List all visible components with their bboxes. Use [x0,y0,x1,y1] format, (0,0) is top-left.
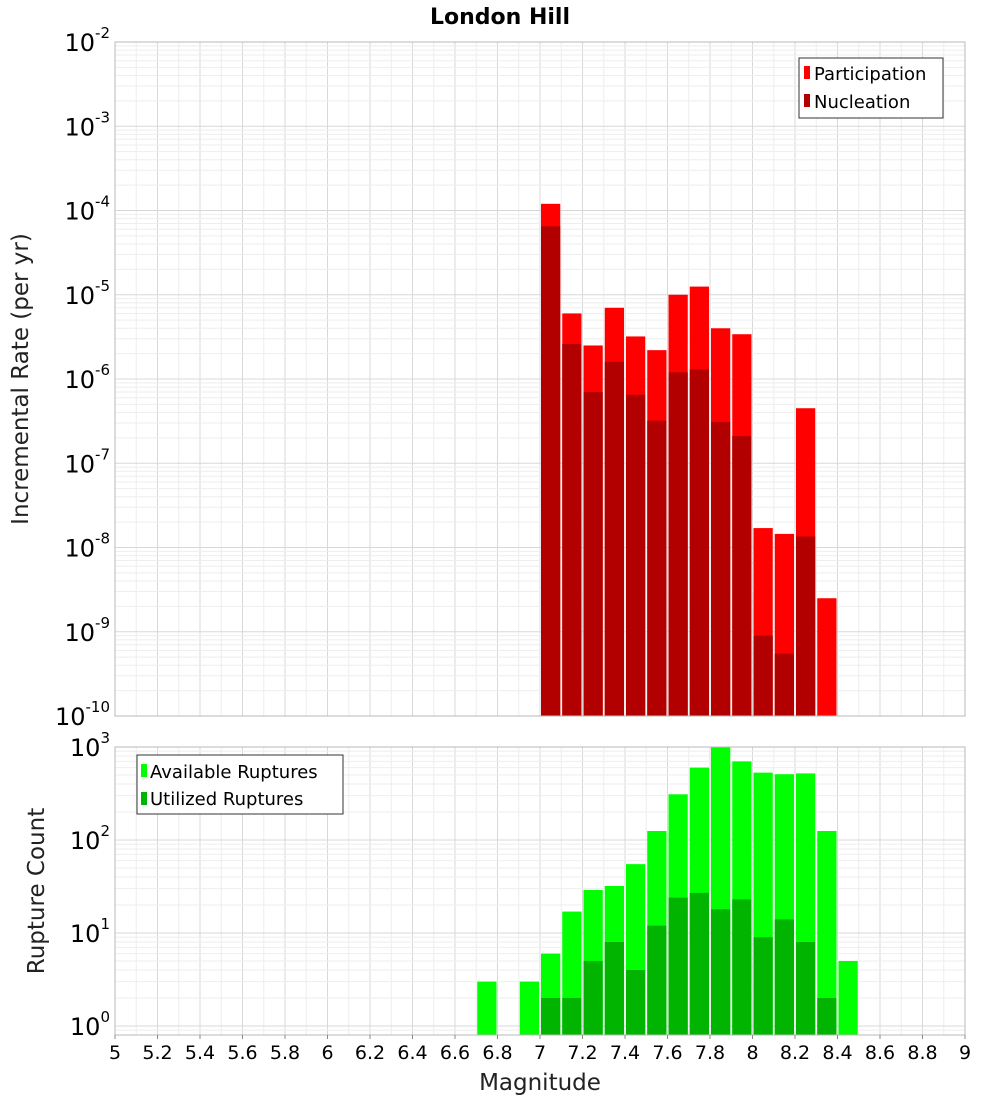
count-bar-utilized-ruptures [541,997,561,1035]
y-tick-label: 10-9 [64,614,110,647]
rate-bar-nucleation [626,394,646,716]
rate-y-axis-label: Incremental Rate (per yr) [8,233,34,525]
y-tick-label: 10-6 [64,361,110,394]
x-tick-label: 6.4 [397,1042,427,1064]
x-tick-label: 7.8 [695,1042,725,1064]
y-tick-label: 10-3 [64,108,110,141]
count-bar-utilized-ruptures [647,925,667,1035]
y-tick-label: 10-10 [55,698,110,731]
y-tick-label: 10-8 [64,530,110,563]
x-tick-label: 9 [959,1042,971,1064]
count-bar-utilized-ruptures [604,942,624,1035]
x-tick-label: 8.6 [865,1042,895,1064]
rate-grid [114,41,966,717]
legend-swatch-participation [804,66,810,79]
y-tick-label: 103 [70,729,110,762]
x-tick-label: 5.8 [270,1042,300,1064]
count-bar-utilized-ruptures [626,969,646,1035]
count-bar-utilized-ruptures [753,937,773,1035]
legend-swatch-utilized-ruptures [141,792,147,805]
legend-swatch-nucleation [804,94,810,107]
x-tick-label: 8.8 [907,1042,937,1064]
y-tick-label: 102 [70,822,110,855]
rate-legend: Participation Nucleation [798,57,944,119]
count-bar-utilized-ruptures [774,919,794,1035]
x-tick-label: 7 [534,1042,546,1064]
rate-bar-nucleation [541,226,561,716]
count-bar-utilized-ruptures [583,960,603,1035]
count-bar-available-ruptures [519,981,539,1035]
x-tick-label: 7.6 [652,1042,682,1064]
count-y-ticks: 100 101 102 103 [70,729,110,1041]
y-tick-label: 100 [70,1008,110,1041]
rate-bar-nucleation [774,653,794,716]
chart-title: London Hill [430,5,570,30]
count-bar-available-ruptures [477,981,497,1035]
x-tick-label: 7.2 [567,1042,597,1064]
x-tick-label: 6.8 [482,1042,512,1064]
x-tick-label: 6 [321,1042,333,1064]
x-tick-label: 5 [109,1042,121,1064]
rate-bar-nucleation [604,361,624,716]
rate-bar-nucleation [711,421,731,716]
x-tick-label: 6.2 [355,1042,385,1064]
legend-label-nucleation: Nucleation [814,92,910,113]
count-bar-utilized-ruptures [796,942,816,1035]
y-tick-label: 10-7 [64,445,110,478]
x-tick-label: 6.6 [440,1042,470,1064]
x-tick-label: 8 [746,1042,758,1064]
rate-bar-nucleation [753,635,773,716]
x-axis-label: Magnitude [479,1070,601,1096]
rate-bar-nucleation [796,536,816,716]
x-tick-label: 5.2 [142,1042,172,1064]
count-bar-utilized-ruptures [732,899,752,1035]
rate-bar-participation [817,598,837,716]
rate-bars [541,203,837,716]
y-tick-label: 101 [70,915,110,948]
count-bars [477,747,858,1035]
x-tick-label: 5.4 [185,1042,215,1064]
rate-bar-nucleation [668,372,688,716]
x-tick-label: 5.6 [227,1042,257,1064]
legend-label-utilized-ruptures: Utilized Ruptures [150,789,303,810]
count-x-ticks: 5 5.2 5.4 5.6 5.8 6 6.2 6.4 6.6 6.8 7 7.2 7.4 7.6 7.8 8… [109,1035,971,1064]
legend-label-participation: Participation [814,64,926,85]
count-bar-available-ruptures [838,960,858,1035]
count-legend-box [136,754,344,815]
rate-bar-nucleation [583,392,603,716]
rate-bar-nucleation [732,436,752,716]
x-tick-label: 8.4 [822,1042,852,1064]
count-bar-available-ruptures [817,830,837,1035]
rupture-count-panel: 100 101 102 103 5 5.2 5.4 5.6 5.8 6 6.2 6.4 6.6 6.8 7… [24,729,971,1096]
rate-panel: 10-10 10-9 10-8 10-7 10-6 10-5 10-4 10-3 10-2 In… [8,24,966,731]
rate-bar-nucleation [647,420,667,716]
rate-plot-frame [114,41,966,717]
y-tick-label: 10-4 [64,193,110,226]
rate-y-ticks: 10-10 10-9 10-8 10-7 10-6 10-5 10-4 10-3 10-2 [55,24,110,731]
count-bar-utilized-ruptures [689,892,709,1035]
legend-swatch-available-ruptures [141,764,147,777]
count-bar-utilized-ruptures [711,909,731,1035]
rate-bar-nucleation [562,344,582,716]
count-bar-utilized-ruptures [562,997,582,1035]
rate-legend-box [798,57,944,119]
y-tick-label: 10-2 [64,24,110,57]
x-tick-label: 7.4 [610,1042,640,1064]
rate-bar-nucleation [689,369,709,716]
count-y-axis-label: Rupture Count [24,808,50,974]
count-legend: Available Ruptures Utilized Ruptures [136,754,344,815]
count-bar-utilized-ruptures [668,897,688,1035]
y-tick-label: 10-5 [64,277,110,310]
x-tick-label: 8.2 [780,1042,810,1064]
legend-label-available-ruptures: Available Ruptures [150,762,318,783]
count-bar-utilized-ruptures [817,997,837,1035]
